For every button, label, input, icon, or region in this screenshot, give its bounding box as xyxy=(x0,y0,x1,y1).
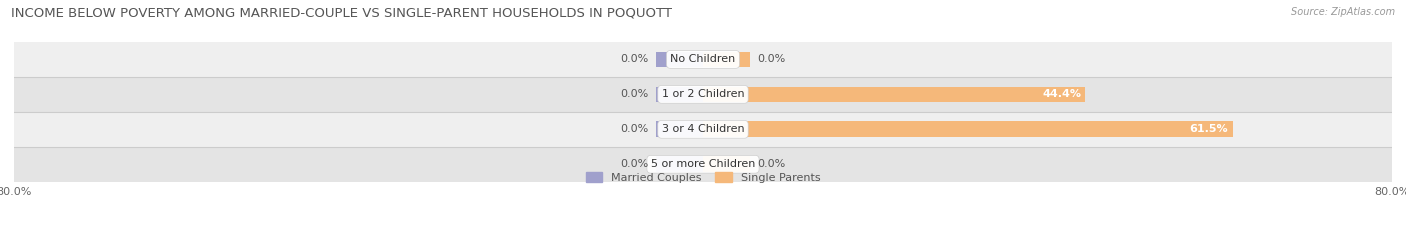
Bar xyxy=(14,147,1392,182)
Text: 44.4%: 44.4% xyxy=(1042,89,1081,99)
Bar xyxy=(655,51,703,67)
Text: 61.5%: 61.5% xyxy=(1189,124,1229,134)
Bar xyxy=(14,77,1392,112)
Text: 5 or more Children: 5 or more Children xyxy=(651,159,755,169)
Bar xyxy=(655,121,703,137)
Text: Source: ZipAtlas.com: Source: ZipAtlas.com xyxy=(1291,7,1395,17)
Text: 0.0%: 0.0% xyxy=(620,124,648,134)
Text: 0.0%: 0.0% xyxy=(620,89,648,99)
Text: 0.0%: 0.0% xyxy=(758,159,786,169)
Legend: Married Couples, Single Parents: Married Couples, Single Parents xyxy=(581,168,825,187)
Bar xyxy=(703,51,751,67)
Text: INCOME BELOW POVERTY AMONG MARRIED-COUPLE VS SINGLE-PARENT HOUSEHOLDS IN POQUOTT: INCOME BELOW POVERTY AMONG MARRIED-COUPL… xyxy=(11,7,672,20)
Text: 1 or 2 Children: 1 or 2 Children xyxy=(662,89,744,99)
Text: 0.0%: 0.0% xyxy=(620,55,648,64)
Bar xyxy=(14,42,1392,77)
Text: 0.0%: 0.0% xyxy=(620,159,648,169)
Text: 3 or 4 Children: 3 or 4 Children xyxy=(662,124,744,134)
Bar xyxy=(655,156,703,172)
Bar xyxy=(703,156,751,172)
Bar xyxy=(655,86,703,102)
Text: 0.0%: 0.0% xyxy=(758,55,786,64)
Bar xyxy=(703,121,1233,137)
Text: No Children: No Children xyxy=(671,55,735,64)
Bar xyxy=(703,86,1085,102)
Bar xyxy=(14,112,1392,147)
